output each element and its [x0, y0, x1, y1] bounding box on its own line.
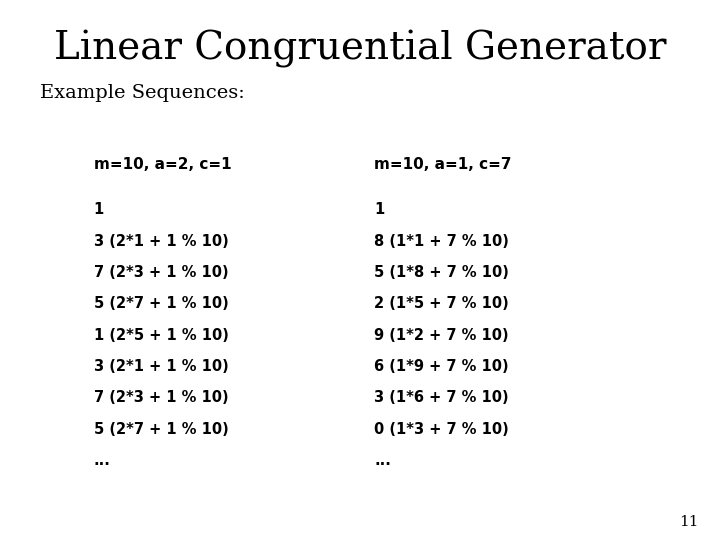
Text: 3 (2*1 + 1 % 10): 3 (2*1 + 1 % 10)	[94, 234, 228, 249]
Text: 6 (1*9 + 7 % 10): 6 (1*9 + 7 % 10)	[374, 359, 509, 374]
Text: ...: ...	[94, 453, 110, 468]
Text: 2 (1*5 + 7 % 10): 2 (1*5 + 7 % 10)	[374, 296, 509, 312]
Text: ...: ...	[374, 453, 391, 468]
Text: 3 (1*6 + 7 % 10): 3 (1*6 + 7 % 10)	[374, 390, 509, 406]
Text: 11: 11	[679, 515, 698, 529]
Text: 0 (1*3 + 7 % 10): 0 (1*3 + 7 % 10)	[374, 422, 509, 437]
Text: m=10, a=1, c=7: m=10, a=1, c=7	[374, 157, 512, 172]
Text: 7 (2*3 + 1 % 10): 7 (2*3 + 1 % 10)	[94, 390, 228, 406]
Text: m=10, a=2, c=1: m=10, a=2, c=1	[94, 157, 231, 172]
Text: Linear Congruential Generator: Linear Congruential Generator	[54, 30, 666, 68]
Text: 7 (2*3 + 1 % 10): 7 (2*3 + 1 % 10)	[94, 265, 228, 280]
Text: 1: 1	[374, 202, 384, 218]
Text: 8 (1*1 + 7 % 10): 8 (1*1 + 7 % 10)	[374, 234, 509, 249]
Text: 9 (1*2 + 7 % 10): 9 (1*2 + 7 % 10)	[374, 328, 509, 343]
Text: 3 (2*1 + 1 % 10): 3 (2*1 + 1 % 10)	[94, 359, 228, 374]
Text: 5 (1*8 + 7 % 10): 5 (1*8 + 7 % 10)	[374, 265, 509, 280]
Text: 5 (2*7 + 1 % 10): 5 (2*7 + 1 % 10)	[94, 296, 228, 312]
Text: Example Sequences:: Example Sequences:	[40, 84, 244, 102]
Text: 1: 1	[94, 202, 104, 218]
Text: 5 (2*7 + 1 % 10): 5 (2*7 + 1 % 10)	[94, 422, 228, 437]
Text: 1 (2*5 + 1 % 10): 1 (2*5 + 1 % 10)	[94, 328, 228, 343]
